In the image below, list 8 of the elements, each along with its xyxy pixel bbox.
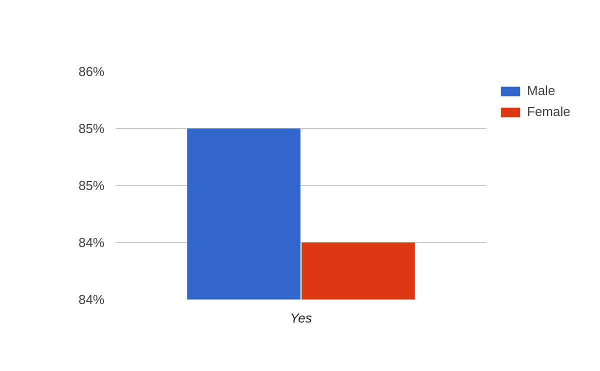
y-tick-label: 85% bbox=[78, 178, 105, 193]
legend-label: Male bbox=[527, 83, 556, 98]
x-tick-label: Yes bbox=[290, 310, 312, 326]
legend-label: Female bbox=[527, 104, 570, 119]
y-tick-label: 85% bbox=[78, 121, 105, 136]
y-tick-label: 84% bbox=[78, 235, 105, 250]
y-tick-label: 86% bbox=[78, 64, 105, 79]
y-tick-label: 84% bbox=[78, 292, 105, 307]
